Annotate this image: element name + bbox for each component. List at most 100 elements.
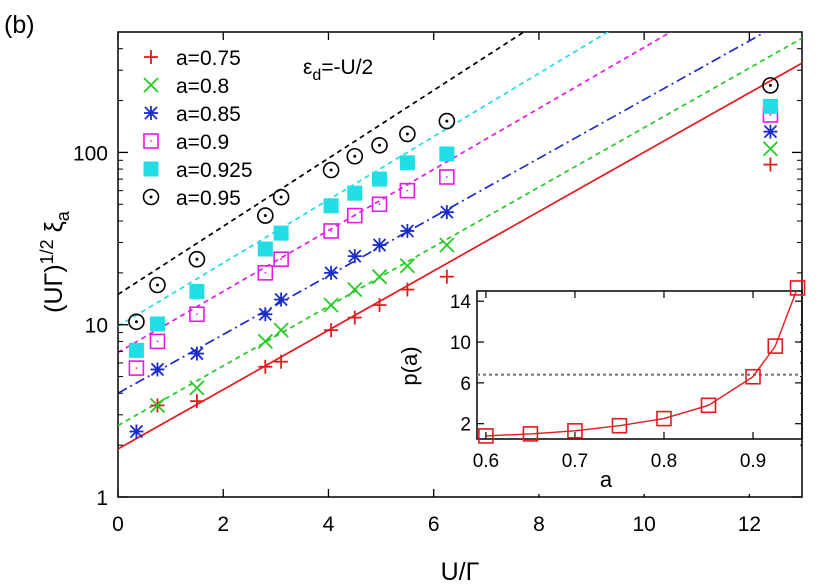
inset-x-tick-label: 0.6 xyxy=(473,451,499,472)
x-tick-label: 12 xyxy=(738,513,761,536)
inset-curve xyxy=(485,291,798,437)
data-point-s2 xyxy=(439,237,455,253)
x-tick-label: 0 xyxy=(112,513,124,536)
inset-y-tick-label: 10 xyxy=(450,333,471,354)
data-point-s5 xyxy=(439,146,455,162)
x-axis-label: U/Γ xyxy=(441,558,480,586)
data-point-s5 xyxy=(399,155,415,171)
data-point-s6 xyxy=(346,147,364,165)
data-point-s5 xyxy=(128,342,144,358)
data-point-s4 xyxy=(128,360,145,376)
x-tick-label: 6 xyxy=(428,513,440,536)
plot-frame xyxy=(117,31,803,498)
data-point-s5 xyxy=(347,185,363,201)
data-point-s1 xyxy=(274,354,289,369)
legend-label-4: a=0.9 xyxy=(176,131,229,154)
data-point-s5 xyxy=(273,225,289,241)
inset-y-axis-label: p(a) xyxy=(397,346,422,385)
data-point-s5 xyxy=(323,198,339,214)
data-point-s5 xyxy=(149,316,165,332)
data-point-s1 xyxy=(439,269,454,284)
legend-marker-4 xyxy=(143,133,159,149)
fit-line-5 xyxy=(118,32,610,327)
data-point-s6 xyxy=(762,77,779,94)
inset-chart: 0.6 0.7 0.8 0.9 2 6 10 14 a p(a) xyxy=(397,280,806,494)
inset-frame xyxy=(476,290,803,440)
data-point-s5 xyxy=(189,283,205,299)
data-point-s2 xyxy=(371,269,388,285)
data-point-s6 xyxy=(128,313,145,331)
data-point-s2 xyxy=(762,141,779,157)
data-point-s2 xyxy=(399,258,416,274)
y-tick-label: 100 xyxy=(73,142,108,165)
data-point-s6 xyxy=(257,207,274,224)
data-point-s3 xyxy=(189,346,204,361)
data-point-s3 xyxy=(763,124,778,139)
x-tick-label: 2 xyxy=(217,513,229,536)
inset-data-point xyxy=(478,428,494,444)
data-point-s3 xyxy=(274,292,289,307)
data-point-s2 xyxy=(149,397,166,414)
annotation-epsilon: εd=-U/2 xyxy=(303,56,373,84)
y-axis-label-text: (UΓ)1/2 ξa xyxy=(37,210,73,313)
x-tick-label: 10 xyxy=(632,513,655,536)
legend-label-3: a=0.85 xyxy=(176,103,241,126)
data-point-s2 xyxy=(189,380,205,396)
legend-marker-3 xyxy=(144,106,158,120)
y-tick-label: 10 xyxy=(85,315,108,338)
inset-data-point xyxy=(611,417,628,434)
legend-label-5: a=0.925 xyxy=(176,159,253,182)
inset-x-axis-label: a xyxy=(600,467,613,492)
data-point-s4 xyxy=(323,223,339,239)
data-point-s3 xyxy=(324,265,339,280)
data-point-s6 xyxy=(399,125,416,143)
data-point-s6 xyxy=(188,250,206,268)
inset-y-tick-label: 6 xyxy=(460,374,471,395)
inset-data-point xyxy=(767,338,784,354)
fit-line-3 xyxy=(118,32,767,395)
inset-data-point xyxy=(522,426,539,442)
data-point-s4 xyxy=(273,251,289,268)
inset-data-point xyxy=(656,410,672,427)
legend-marker-2 xyxy=(143,77,159,93)
data-point-s4 xyxy=(371,196,388,213)
data-point-s3 xyxy=(372,238,387,253)
legend-label-6: a=0.95 xyxy=(176,187,241,210)
inset-data-point xyxy=(789,280,806,296)
legend: a=0.75 a=0.8 a=0.85 a=0.9 a=0.925 a=0.95 xyxy=(142,47,253,210)
x-tick-label: 8 xyxy=(533,513,545,536)
inset-x-tick-label: 0.7 xyxy=(562,451,588,472)
data-point-s1 xyxy=(763,157,778,172)
data-point-s4 xyxy=(439,169,455,185)
inset-x-tick-label: 0.9 xyxy=(740,451,766,472)
inset-y-tick-label: 2 xyxy=(460,415,471,436)
data-point-s6 xyxy=(272,188,290,206)
data-point-s2 xyxy=(347,281,363,298)
inset-background xyxy=(472,286,800,494)
data-point-s3 xyxy=(129,424,144,439)
legend-marker-5 xyxy=(143,161,159,177)
legend-marker-6 xyxy=(142,188,160,206)
y-axis-label: (UΓ)1/2 ξa xyxy=(37,210,73,313)
fit-line-1 xyxy=(118,62,802,450)
data-point-s6 xyxy=(149,276,166,294)
legend-label-2: a=0.8 xyxy=(176,75,229,98)
data-point-s3 xyxy=(258,307,273,322)
inset-x-tick-label: 0.8 xyxy=(651,451,677,472)
data-point-s2 xyxy=(257,333,273,350)
data-point-s4 xyxy=(149,333,166,350)
inset-data-point xyxy=(700,397,717,414)
legend-marker-1 xyxy=(144,50,158,64)
data-point-s1 xyxy=(372,298,387,313)
data-point-s3 xyxy=(439,205,454,220)
inset-data-point xyxy=(567,423,583,439)
data-point-s4 xyxy=(399,182,416,199)
y-tick-label: 1 xyxy=(96,487,108,510)
data-point-s1 xyxy=(400,282,415,297)
data-point-s4 xyxy=(257,265,274,281)
data-point-s6 xyxy=(438,112,456,130)
data-point-s2 xyxy=(273,322,289,338)
data-point-s4 xyxy=(346,207,363,224)
fit-line-6 xyxy=(118,32,526,296)
